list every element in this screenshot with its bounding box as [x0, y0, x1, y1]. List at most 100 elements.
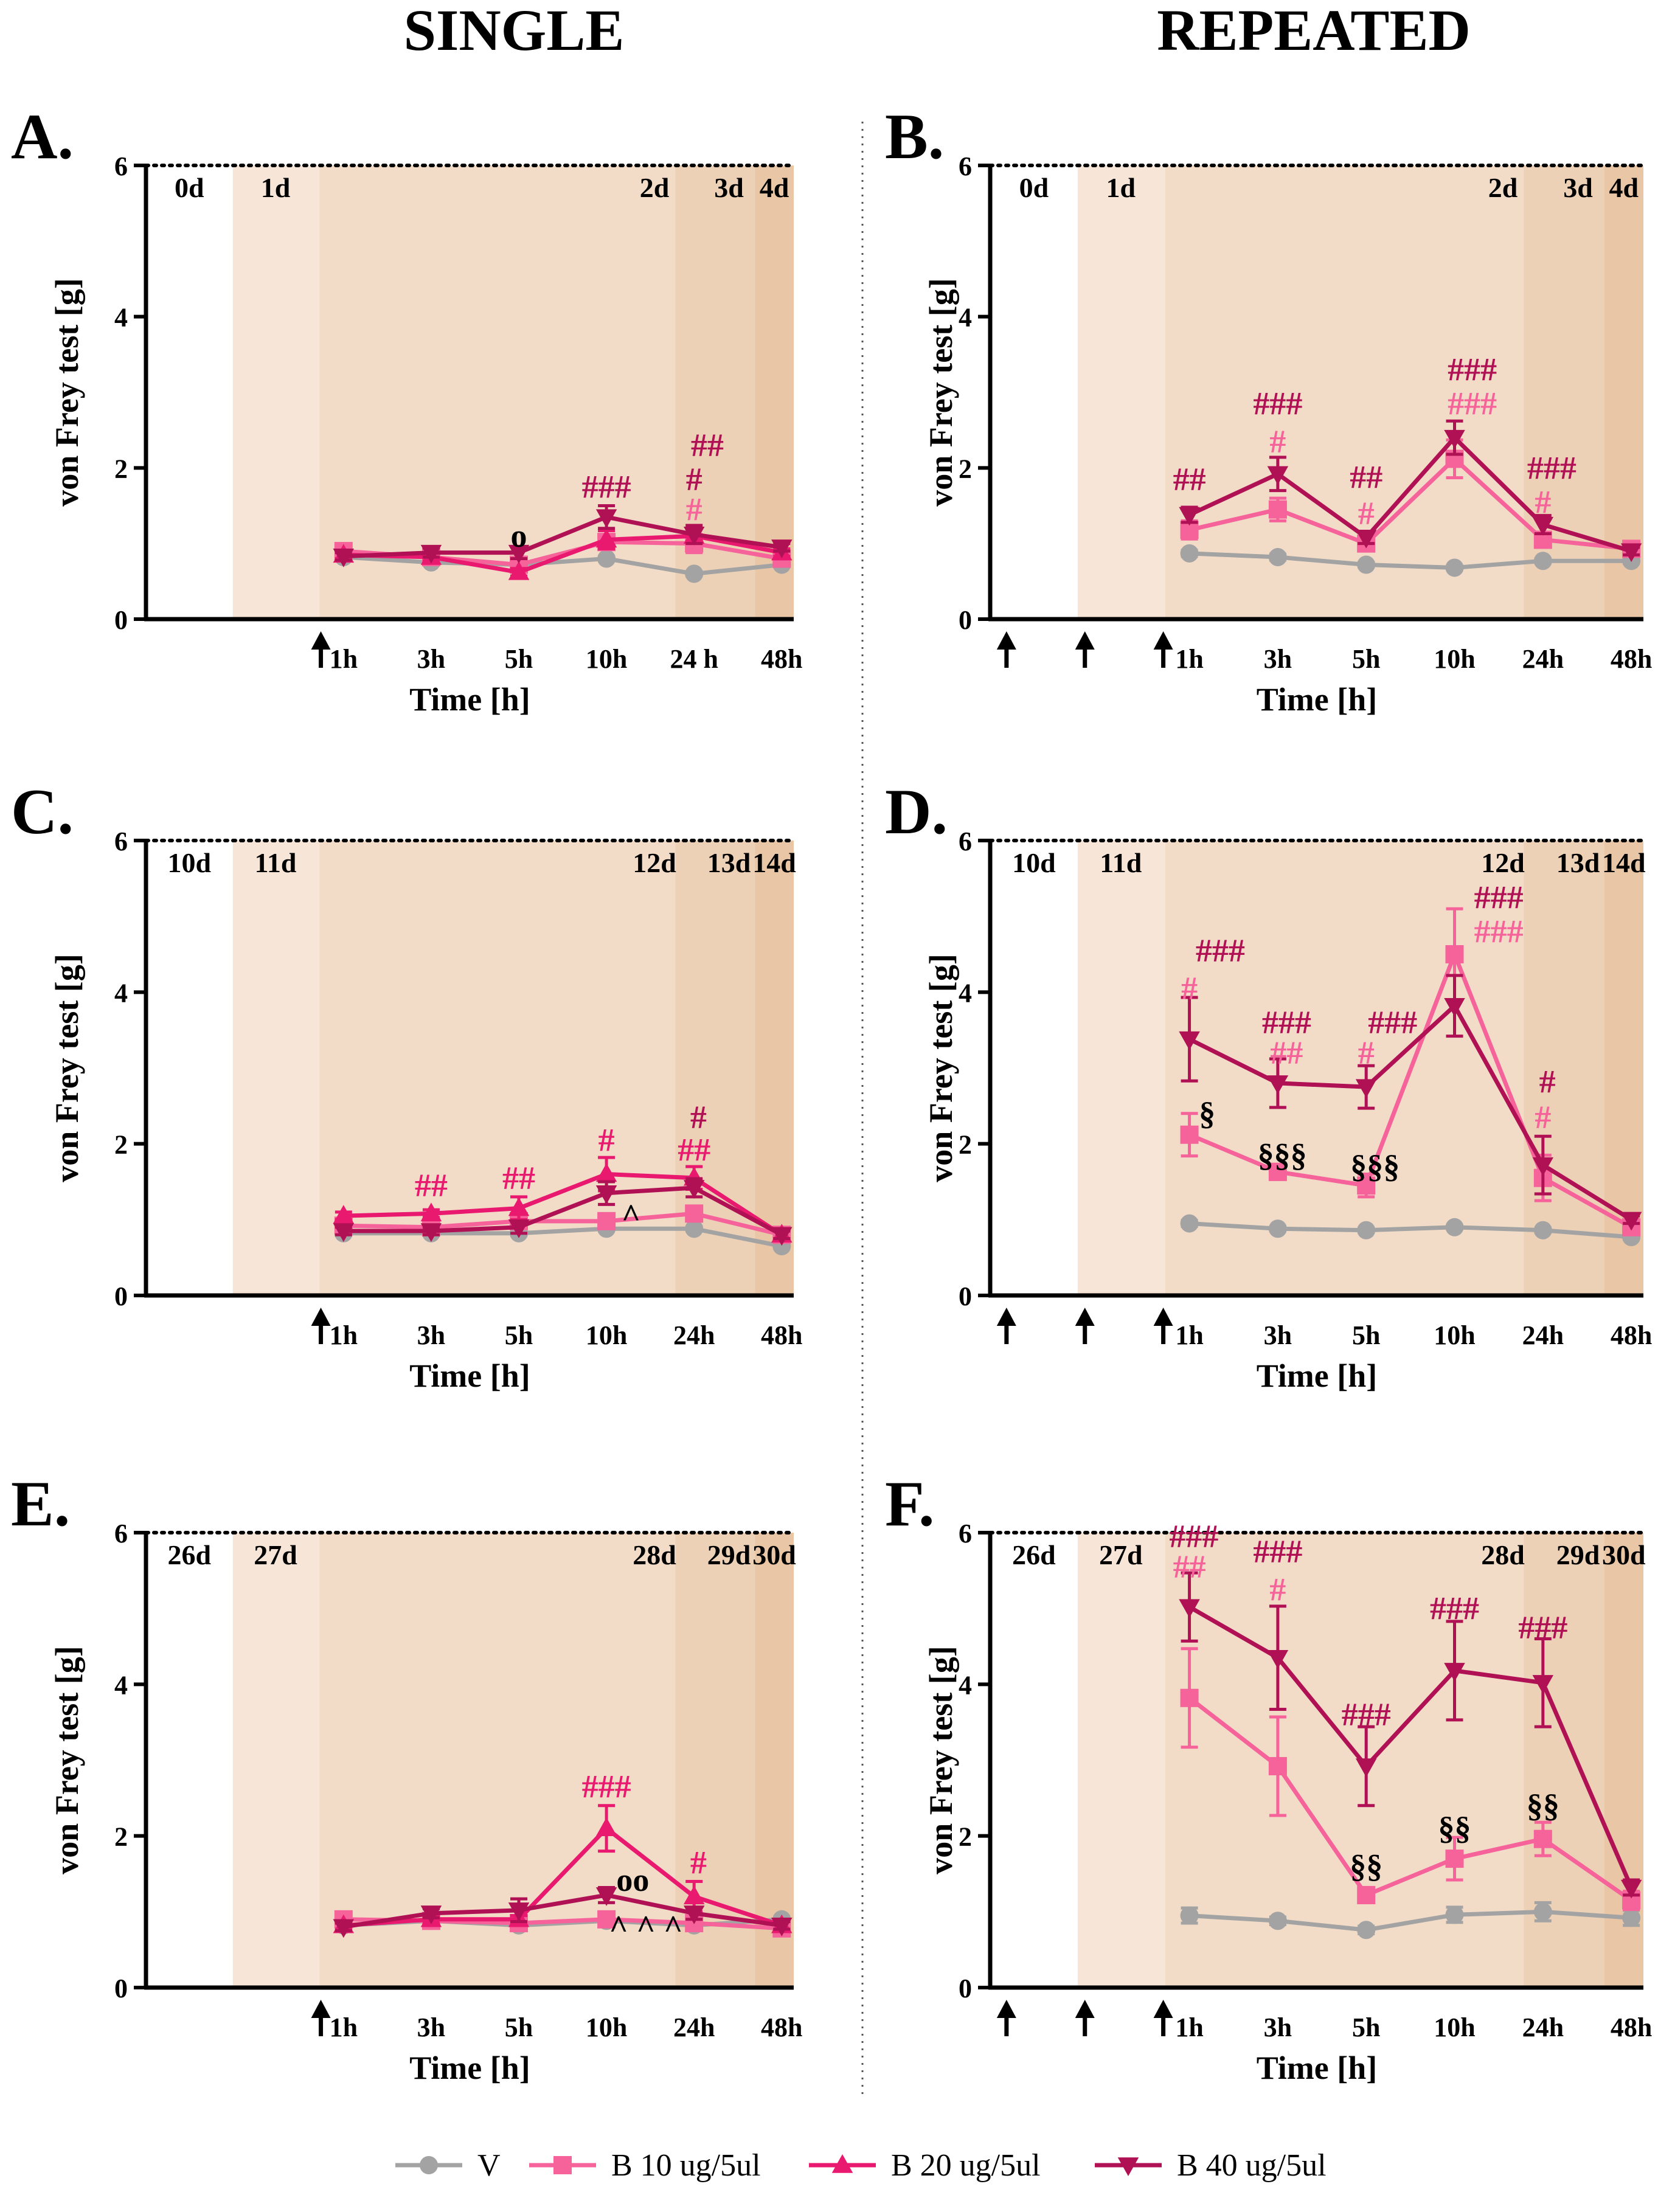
x-tick-label: 10h [586, 2013, 627, 2042]
series-line [1188, 952, 1632, 1229]
time-band-1 [990, 165, 1078, 619]
x-tick-label: 10h [1434, 2013, 1475, 2042]
significance-annotation: ### [1430, 1590, 1479, 1627]
day-label: 14d [1602, 847, 1646, 878]
y-tick-label: 2 [114, 1822, 128, 1852]
time-band-2 [1077, 841, 1165, 1295]
data-point [333, 1205, 355, 1224]
x-tick-label: 5h [505, 644, 533, 674]
significance-annotation: ## [1173, 461, 1206, 498]
significance-annotation: # [598, 1122, 615, 1158]
significance-annotation: §§§ [1350, 1148, 1400, 1185]
time-band-2 [1077, 165, 1165, 619]
data-point [1445, 1905, 1464, 1924]
significance-annotation: ### [582, 1769, 631, 1805]
x-tick-label: 10h [586, 644, 627, 674]
data-point [1445, 1850, 1464, 1868]
x-tick-label: 1h [330, 644, 358, 674]
time-band-2 [232, 165, 320, 619]
x-tick-label: 3h [417, 644, 445, 674]
data-point [685, 1204, 704, 1223]
time-band-1 [146, 165, 233, 619]
series-line [1189, 1221, 1632, 1239]
data-point [683, 1885, 705, 1905]
x-axis-label: Time [h] [409, 2050, 530, 2086]
y-tick-label: 4 [959, 303, 972, 333]
y-tick-label: 6 [114, 1519, 128, 1548]
data-point [1444, 998, 1465, 1017]
series-b40 [1179, 974, 1642, 1231]
data-point [771, 1227, 793, 1246]
x-tick-label: 5h [1352, 2013, 1380, 2042]
series-line [343, 1185, 783, 1237]
y-tick-label: 2 [114, 1130, 128, 1160]
significance-annotation: # [690, 1099, 707, 1135]
day-label: 13d [707, 847, 751, 878]
significance-annotation: §§ [1350, 1848, 1382, 1885]
data-point [1444, 1663, 1465, 1682]
x-axis-label: Time [h] [409, 681, 530, 718]
significance-annotation: ### [1448, 352, 1497, 388]
data-point [420, 1202, 442, 1222]
significance-annotation: # [1358, 495, 1375, 532]
data-point [1355, 529, 1377, 549]
data-point [1180, 1125, 1199, 1144]
time-band-3 [1165, 841, 1524, 1295]
x-tick-label: 48h [1611, 644, 1652, 674]
x-tick-label: 24h [1522, 2013, 1564, 2042]
significance-annotation: ### [1474, 879, 1524, 916]
day-label: 2d [640, 172, 670, 203]
data-point [1445, 558, 1464, 577]
y-tick-label: 0 [959, 605, 972, 635]
significance-annotation: # [1269, 1572, 1286, 1608]
significance-annotation: ### [1518, 1609, 1567, 1646]
data-point [1357, 1921, 1376, 1940]
day-label: 14d [752, 847, 796, 878]
y-tick-label: 6 [959, 1519, 972, 1548]
day-label: 11d [1100, 847, 1142, 878]
panel-letter: D. [885, 776, 948, 847]
x-tick-label: 3h [417, 1320, 445, 1350]
data-point [1444, 429, 1465, 449]
data-point [595, 509, 617, 529]
data-point [1357, 555, 1376, 574]
y-tick-label: 2 [959, 454, 972, 484]
significance-annotation: ## [1350, 459, 1382, 495]
data-point [1179, 1599, 1200, 1618]
panels: 0d 1d 2d 3d 4d 0 2 4 6 von Frey test [g] 1h 3h 5h 10h… [11, 101, 1652, 2086]
y-axis-label: von Frey test [g] [923, 278, 959, 506]
significance-annotation: o [511, 518, 527, 554]
series-line [1188, 1004, 1632, 1222]
y-tick-label: 0 [114, 605, 128, 635]
series-line [343, 555, 782, 576]
day-label: 10d [1012, 847, 1056, 878]
day-label: 1d [1106, 172, 1136, 203]
data-point [333, 1919, 355, 1938]
data-point [1268, 1219, 1287, 1238]
data-point [771, 539, 793, 558]
data-point [1355, 1758, 1377, 1777]
day-label: 11d [254, 847, 296, 878]
x-tick-label: 48h [761, 1320, 802, 1350]
significance-annotation: ## [502, 1160, 535, 1196]
legend-marker [831, 2154, 853, 2173]
series-line [343, 1172, 783, 1237]
data-point [771, 1918, 793, 1936]
series-b40 [333, 1885, 793, 1938]
data-point [1180, 1688, 1199, 1707]
column-title-single: SINGLE [404, 0, 625, 63]
panel-c: 10d 11d 12d 13d 14d 0 2 4 6 von Frey test [g] 1h 3h… [11, 776, 803, 1394]
data-point [1180, 1906, 1199, 1925]
injection-arrow [1075, 631, 1095, 668]
series-line [1189, 1909, 1632, 1932]
data-point [595, 1887, 617, 1906]
x-axis-label: Time [h] [409, 1357, 530, 1394]
injection-arrow [311, 631, 331, 668]
significance-annotation: ### [1527, 449, 1576, 486]
y-tick-label: 2 [959, 1130, 972, 1160]
y-tick-label: 0 [959, 1281, 972, 1311]
day-label: 29d [1556, 1539, 1600, 1570]
panel-letter: B. [885, 101, 944, 172]
significance-annotation: ### [1196, 932, 1245, 969]
panel-f: 26d 27d 28d 29d 30d 0 2 4 6 von Frey test [g] 1h 3h… [885, 1468, 1652, 2086]
